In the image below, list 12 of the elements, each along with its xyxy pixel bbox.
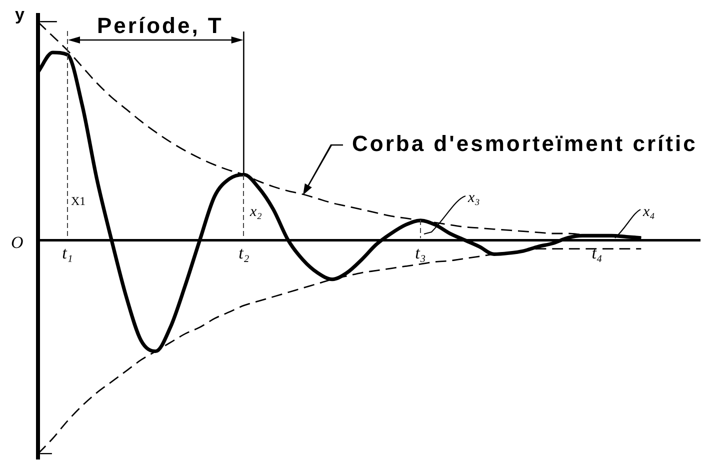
annotation: x₄ [643, 204, 655, 221]
annotation: x₂ [250, 204, 262, 221]
x-tick-label: t₄ [592, 244, 602, 263]
x-tick-label: t₂ [238, 244, 250, 263]
annotation: X1 [71, 194, 86, 209]
x-tick-label: t₃ [415, 244, 426, 263]
annotation: Corba d'esmorteïment crític [352, 131, 698, 157]
annotation: x₃ [468, 190, 480, 207]
annotation: Període, T [97, 13, 224, 39]
y-axis-title: y [15, 5, 24, 25]
text: O [11, 233, 24, 253]
x-tick-label: t₁ [62, 244, 73, 263]
